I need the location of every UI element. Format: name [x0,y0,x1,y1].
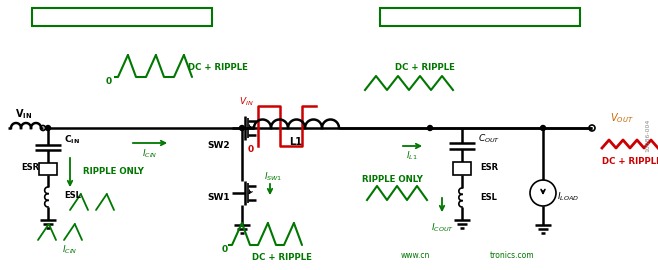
Text: 10086-004: 10086-004 [645,118,651,152]
Text: ESR: ESR [21,164,39,173]
Text: $C_{OUT}$: $C_{OUT}$ [478,133,500,145]
Text: CONTINUOUS OUTPUT CURRENT: CONTINUOUS OUTPUT CURRENT [407,14,553,22]
Text: tronics.com: tronics.com [490,251,534,261]
Text: 0: 0 [222,245,228,255]
Text: DC + RIPPLE: DC + RIPPLE [602,157,658,167]
Text: DC + RIPPLE: DC + RIPPLE [188,63,248,73]
Text: $I_{COUT}$: $I_{COUT}$ [430,222,453,234]
Text: $I_{L1}$: $I_{L1}$ [406,150,418,162]
Text: 0: 0 [248,146,254,154]
Text: www.cn: www.cn [401,251,430,261]
Text: L1: L1 [290,137,303,147]
Text: ESL: ESL [64,191,81,201]
Text: RIPPLE ONLY: RIPPLE ONLY [82,167,143,177]
Text: ESL: ESL [480,193,497,201]
Text: $I_{SW1}$: $I_{SW1}$ [264,171,282,183]
Text: $I_{CIN}$: $I_{CIN}$ [62,244,78,256]
Text: $\mathbf{C_{IN}}$: $\mathbf{C_{IN}}$ [64,134,80,146]
Text: $V_{OUT}$: $V_{OUT}$ [610,111,634,125]
Text: $I_{CIN}$: $I_{CIN}$ [142,148,158,160]
Text: $I_{LOAD}$: $I_{LOAD}$ [557,191,579,203]
Text: 0: 0 [106,77,112,86]
Circle shape [540,126,545,130]
Text: SW2: SW2 [207,141,230,150]
Text: RIPPLE ONLY: RIPPLE ONLY [361,176,422,184]
Bar [32,8,212,26]
Bar [39,163,57,175]
Text: DISCONTINUOUS INPUT CURRENT: DISCONTINUOUS INPUT CURRENT [46,14,198,22]
Circle shape [240,126,245,130]
Text: $\mathbf{V_{IN}}$: $\mathbf{V_{IN}}$ [15,107,33,121]
Circle shape [45,126,51,130]
Text: $V_{IN}$: $V_{IN}$ [240,96,254,108]
Bar [380,8,580,26]
Text: SW1: SW1 [207,194,230,202]
Circle shape [428,126,432,130]
Bar [453,162,471,175]
Text: ESR: ESR [480,164,498,173]
Text: DC + RIPPLE: DC + RIPPLE [395,63,455,73]
Text: DC + RIPPLE: DC + RIPPLE [252,252,312,262]
